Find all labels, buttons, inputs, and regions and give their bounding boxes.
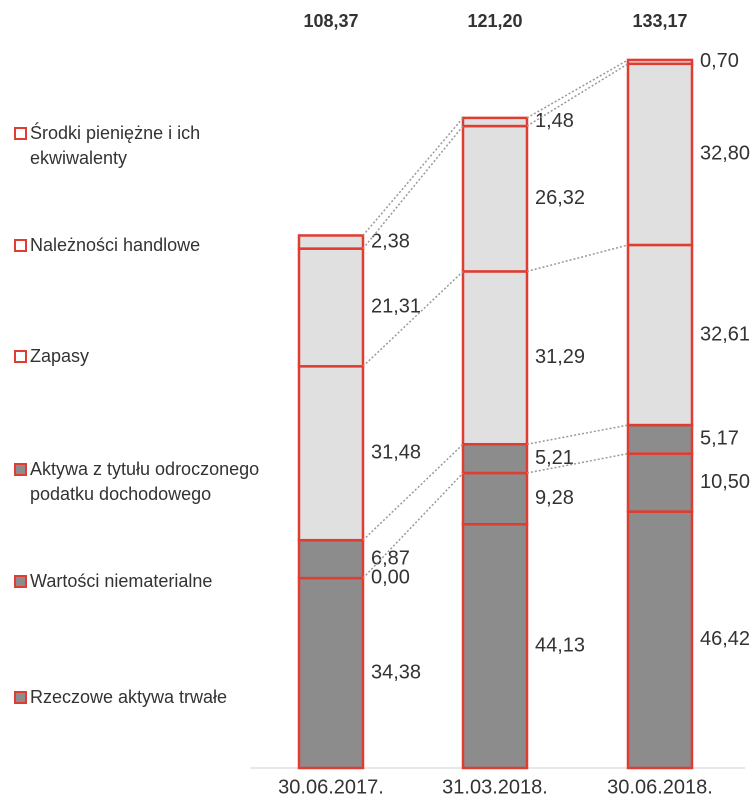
data-label: 34,38 — [371, 661, 421, 683]
bar-segment — [461, 270, 529, 446]
legend-label: Zapasy — [30, 346, 90, 366]
data-label: 5,21 — [535, 447, 574, 469]
connector — [362, 472, 464, 579]
connector — [526, 63, 629, 127]
connector — [362, 443, 464, 541]
bar-segment — [461, 116, 529, 128]
legend-label: Wartości niematerialne — [30, 571, 213, 591]
legend-swatch — [14, 350, 27, 363]
total-label: 121,20 — [467, 11, 522, 31]
legend-item: Rzeczowe aktywa trwałe — [14, 685, 272, 710]
legend-swatch — [14, 239, 27, 252]
bar-segment — [297, 538, 365, 580]
bar-segment — [626, 62, 694, 247]
connector — [362, 270, 464, 367]
legend-item: Środki pieniężne i ich ekwiwalenty — [14, 121, 272, 171]
data-label: 31,48 — [371, 442, 421, 464]
total-label: 133,17 — [632, 11, 687, 31]
legend-label: Aktywa z tytułu odroczonego podatku doch… — [30, 459, 260, 504]
legend-swatch — [14, 575, 27, 588]
bar-segment — [626, 510, 694, 770]
bar-segment — [461, 523, 529, 770]
bar-segment — [626, 243, 694, 427]
legend-item: Wartości niematerialne — [14, 569, 272, 594]
legend-label: Środki pieniężne i ich ekwiwalenty — [30, 123, 201, 168]
data-label: 10,50 — [700, 471, 750, 493]
connector — [362, 125, 464, 250]
data-label: 9,28 — [535, 487, 574, 509]
x-tick-label: 31.03.2018. — [442, 776, 548, 798]
legend-item: Należności handlowe — [14, 233, 272, 258]
bar-segment — [461, 124, 529, 273]
bar-segment — [461, 442, 529, 475]
bar-segment — [297, 365, 365, 542]
data-label: 0,70 — [700, 50, 739, 72]
data-label: 31,29 — [535, 346, 585, 368]
data-label: 5,17 — [700, 428, 739, 450]
connector — [526, 244, 629, 273]
legend-label: Należności handlowe — [30, 235, 201, 255]
bar-segment — [297, 576, 365, 770]
bar-segment — [626, 423, 694, 455]
x-tick-label: 30.06.2018. — [607, 776, 713, 798]
data-label: 26,32 — [535, 187, 585, 209]
bar-segment — [297, 247, 365, 368]
data-label: 21,31 — [371, 296, 421, 318]
legend-swatch — [14, 127, 27, 140]
legend-label: Rzeczowe aktywa trwałe — [30, 687, 228, 707]
connector — [526, 452, 629, 474]
data-label: 46,42 — [700, 628, 750, 650]
x-tick-label: 30.06.2017. — [278, 776, 384, 798]
data-label: 6,87 — [371, 547, 410, 569]
legend-item: Zapasy — [14, 344, 272, 369]
total-label: 108,37 — [303, 11, 358, 31]
data-label: 44,13 — [535, 634, 585, 656]
data-label: 2,38 — [371, 230, 410, 252]
bar-segment — [626, 58, 694, 66]
data-label: 0,00 — [371, 566, 410, 588]
data-label: 32,80 — [700, 143, 750, 165]
legend-item: Aktywa z tytułu odroczonego podatku doch… — [14, 457, 272, 507]
bar-segment — [461, 471, 529, 526]
bar-segment — [297, 234, 365, 250]
connector — [362, 117, 464, 236]
connector — [526, 424, 629, 445]
bar-segment — [626, 452, 694, 513]
connector — [526, 59, 629, 119]
data-label: 32,61 — [700, 323, 750, 345]
legend-swatch — [14, 691, 27, 704]
data-label: 1,48 — [535, 110, 574, 132]
legend-swatch — [14, 463, 27, 476]
